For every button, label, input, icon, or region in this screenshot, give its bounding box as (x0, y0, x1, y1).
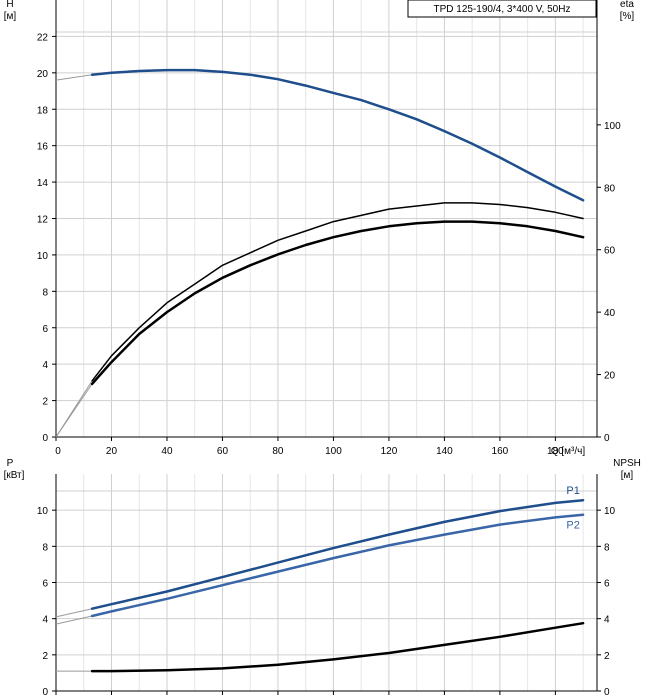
top-left-tick-label: 12 (37, 215, 49, 226)
top-right-tick-label: 0 (604, 433, 610, 444)
top-left-tick-label: 18 (37, 105, 49, 116)
bottom-series-2-line (90, 621, 585, 673)
bottom-right-tick-label: 8 (604, 542, 610, 553)
top-left-axis-label-name: H (6, 0, 13, 10)
top-grid (56, 0, 597, 437)
top-left-tick-label: 20 (37, 69, 49, 80)
x-tick-label: 140 (436, 446, 453, 457)
top-series-1-line (90, 220, 585, 386)
bottom-series-1-line (90, 513, 585, 618)
top-left-tick-label: 6 (42, 324, 48, 335)
top-right-axis-label-unit: [%] (620, 11, 635, 22)
top-right-tick-label: 80 (604, 183, 616, 194)
top-left-tick-label: 16 (37, 142, 49, 153)
top-series (55, 68, 585, 438)
chart-title-box (407, 0, 597, 18)
series-label-p1: P1 (566, 485, 579, 497)
bottom-tick-labels: 0 2 4 6 8 10 0 2 4 6 8 10 (37, 506, 616, 698)
top-right-tick-label: 40 (604, 308, 616, 319)
x-tick-label: 60 (217, 446, 229, 457)
top-right-tick-label: 100 (604, 121, 621, 132)
x-tick-label: 80 (272, 446, 284, 457)
top-series-0-extension (55, 74, 93, 81)
top-left-tick-label: 22 (37, 32, 49, 43)
bottom-left-tick-label: 8 (42, 542, 48, 553)
x-tick-label: 120 (381, 446, 398, 457)
bottom-right-tick-label: 4 (604, 615, 610, 626)
x-tick-label: 180 (547, 446, 564, 457)
x-tick-label: 100 (325, 446, 342, 457)
x-tick-label: 160 (492, 446, 509, 457)
x-axis-label: Q [м³/ч] (551, 446, 586, 457)
bottom-right-tick-label: 2 (604, 651, 610, 662)
top-left-tick-label: 10 (37, 251, 49, 262)
bottom-series: P1 P2 (55, 485, 585, 673)
bottom-series-1-extension (55, 615, 93, 625)
top-series-2-line (91, 202, 584, 382)
bottom-grid (56, 474, 597, 691)
bottom-left-tick-label: 10 (37, 506, 49, 517)
top-left-tick-label: 8 (42, 287, 48, 298)
top-series-0-line (90, 68, 585, 202)
chart-title: TPD 125-190/4, 3*400 V, 50Hz (434, 4, 571, 15)
x-tick-label: 40 (161, 446, 173, 457)
bottom-left-axis-label-name: P (7, 458, 14, 469)
top-series-2-extension (55, 380, 93, 438)
top-left-tick-label: 0 (42, 433, 48, 444)
bottom-left-tick-label: 0 (42, 687, 48, 698)
bottom-left-axis-label-unit: [кВт] (4, 470, 25, 481)
series-label-p2: P2 (566, 520, 579, 532)
bottom-right-axis-label-name: NPSH (613, 458, 641, 469)
bottom-right-axis-label-unit: [м] (621, 470, 634, 481)
bottom-right-tick-label: 6 (604, 579, 610, 590)
top-tick-labels: 0 20 40 60 80 100 120 140 160 180 0 2 4 6 8 10 12 14 16 18 2… (37, 32, 621, 457)
power-npsh-plot: 0 2 4 6 8 10 0 2 4 6 8 10 P1 P2 P [кВт] NPSH [м] (4, 458, 641, 698)
head-efficiency-plot: 0 20 40 60 80 100 120 140 160 180 0 2 4 6 8 10 12 14 16 18 2… (4, 0, 635, 457)
top-right-axis-label-name: eta (620, 0, 634, 10)
top-left-tick-label: 4 (42, 360, 48, 371)
top-right-tick-label: 20 (604, 371, 616, 382)
bottom-left-tick-label: 4 (42, 615, 48, 626)
x-tick-label: 20 (106, 446, 118, 457)
bottom-series-0-extension (55, 608, 93, 618)
x-tick-label: 0 (55, 446, 61, 457)
bottom-right-tick-label: 10 (604, 506, 616, 517)
top-left-axis-label-unit: [м] (4, 11, 17, 22)
top-left-tick-label: 2 (42, 397, 48, 408)
bottom-series-0-line (90, 498, 585, 610)
top-left-tick-label: 14 (37, 178, 49, 189)
bottom-right-tick-label: 0 (604, 687, 610, 698)
top-right-tick-label: 60 (604, 246, 616, 257)
bottom-left-tick-label: 2 (42, 651, 48, 662)
bottom-left-tick-label: 6 (42, 579, 48, 590)
